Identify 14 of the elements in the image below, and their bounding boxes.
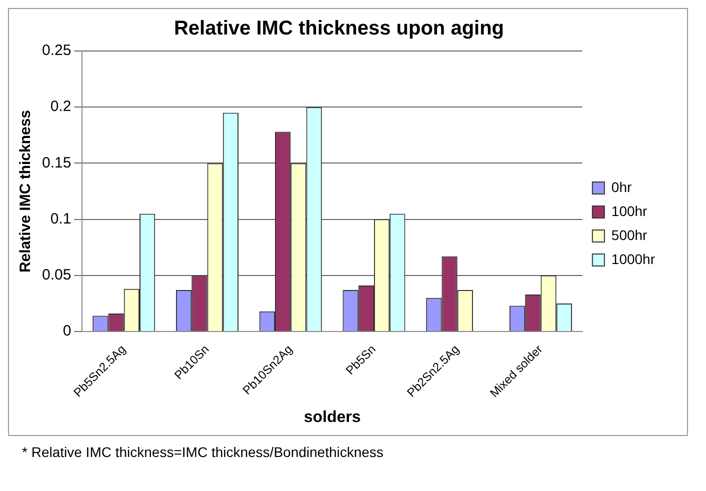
y-axis-title: Relative IMC thickness (17, 110, 34, 273)
y-tick-label: 0.05 (42, 266, 72, 284)
text: * Relative IMC thickness=IMC thickness/Bondinethickness (22, 444, 384, 460)
chart-title: Relative IMC thickness upon aging (174, 18, 504, 40)
legend-label: 500hr (611, 226, 648, 243)
legend-label: 1000hr (611, 250, 656, 267)
legend-label: 100hr (611, 202, 648, 219)
y-tick-label: 0 (62, 322, 72, 340)
y-tick-label: 0.25 (42, 42, 72, 60)
y-tick-label: 0.2 (50, 98, 72, 116)
y-tick-label: 0.15 (42, 154, 72, 172)
y-tick-label: 0.1 (50, 210, 72, 228)
x-axis-title: solders (304, 408, 361, 426)
legend-label: 0hr (611, 178, 632, 195)
